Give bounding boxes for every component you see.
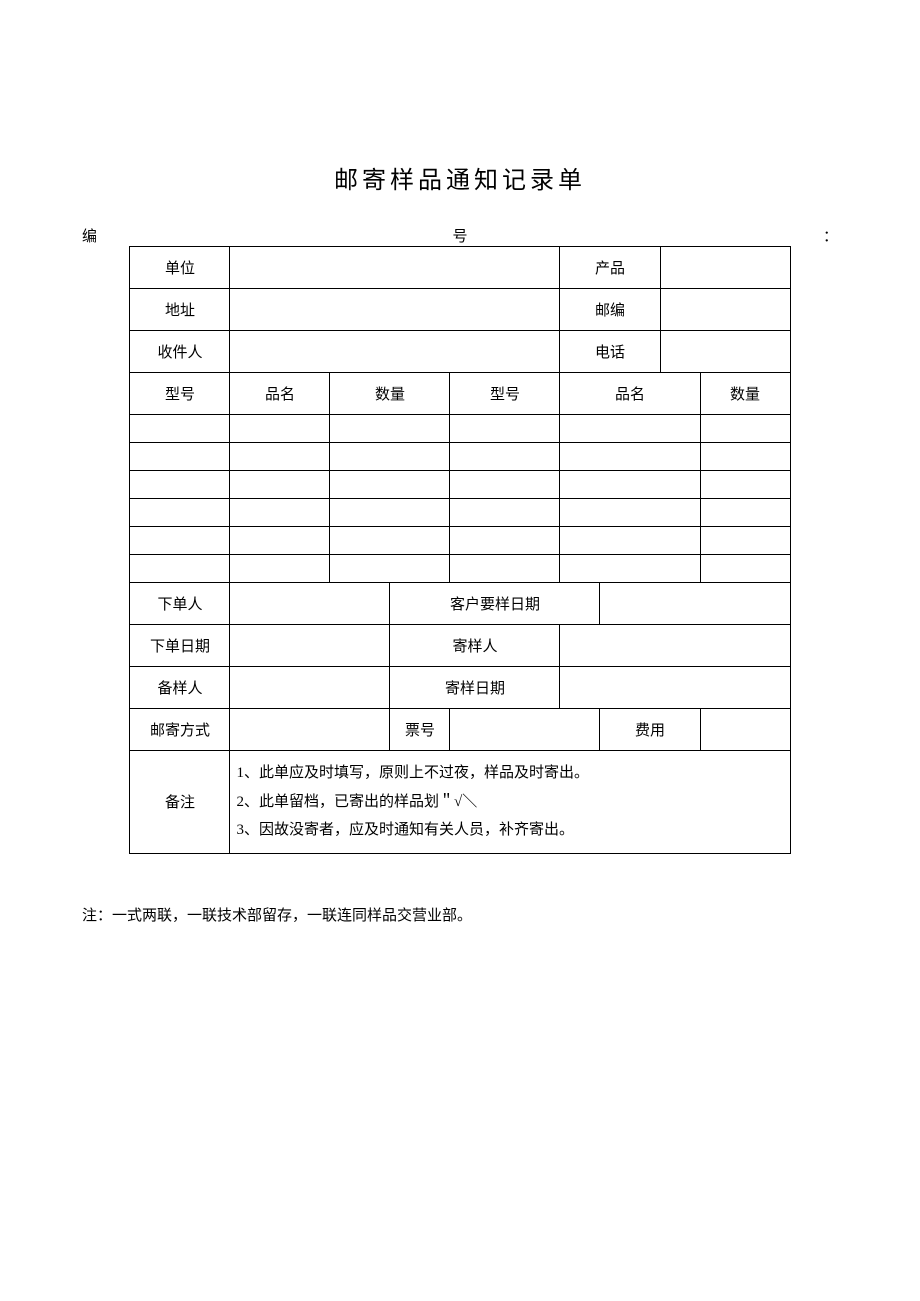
cell[interactable] (330, 415, 450, 443)
row-unit: 单位 产品 (130, 247, 790, 289)
footer-note: 注：一式两联，一联技术部留存，一联连同样品交营业部。 (80, 904, 840, 925)
cell[interactable] (560, 555, 700, 583)
row-preparer: 备样人 寄样日期 (130, 667, 790, 709)
cell[interactable] (450, 555, 560, 583)
field-sender[interactable] (560, 625, 790, 667)
cell[interactable] (700, 471, 790, 499)
cell[interactable] (230, 499, 330, 527)
note-line-1: 1、此单应及时填写，原则上不过夜，样品及时寄出。 (236, 759, 783, 788)
field-customer-sample-date[interactable] (600, 583, 790, 625)
cell[interactable] (450, 499, 560, 527)
label-fee: 费用 (600, 709, 700, 751)
label-sender: 寄样人 (390, 625, 560, 667)
serial-mid: 号 (452, 225, 467, 246)
item-row-5 (130, 527, 790, 555)
cell[interactable] (700, 555, 790, 583)
cell[interactable] (230, 443, 330, 471)
serial-right: ： (823, 225, 838, 246)
label-customer-sample-date: 客户要样日期 (390, 583, 600, 625)
cell[interactable] (560, 443, 700, 471)
cell[interactable] (700, 443, 790, 471)
label-recipient: 收件人 (130, 331, 230, 373)
label-address: 地址 (130, 289, 230, 331)
cell[interactable] (450, 471, 560, 499)
label-product: 产品 (560, 247, 660, 289)
cell[interactable] (450, 527, 560, 555)
cell[interactable] (130, 471, 230, 499)
cell[interactable] (560, 471, 700, 499)
row-recipient: 收件人 电话 (130, 331, 790, 373)
row-item-header: 型号 品名 数量 型号 品名 数量 (130, 373, 790, 415)
row-mail-method: 邮寄方式 票号 费用 (130, 709, 790, 751)
label-qty1: 数量 (330, 373, 450, 415)
item-row-6 (130, 555, 790, 583)
cell[interactable] (230, 527, 330, 555)
label-qty2: 数量 (700, 373, 790, 415)
label-name2: 品名 (560, 373, 700, 415)
page-title: 邮寄样品通知记录单 (80, 160, 840, 195)
cell[interactable] (450, 443, 560, 471)
field-recipient[interactable] (230, 331, 560, 373)
cell[interactable] (330, 471, 450, 499)
field-phone[interactable] (660, 331, 790, 373)
field-postcode[interactable] (660, 289, 790, 331)
label-unit: 单位 (130, 247, 230, 289)
label-mail-method: 邮寄方式 (130, 709, 230, 751)
field-send-date[interactable] (560, 667, 790, 709)
field-mail-method[interactable] (230, 709, 390, 751)
field-preparer[interactable] (230, 667, 390, 709)
cell[interactable] (330, 443, 450, 471)
cell[interactable] (700, 499, 790, 527)
label-order-date: 下单日期 (130, 625, 230, 667)
cell[interactable] (130, 415, 230, 443)
item-row-2 (130, 443, 790, 471)
cell[interactable] (700, 415, 790, 443)
label-postcode: 邮编 (560, 289, 660, 331)
cell[interactable] (130, 555, 230, 583)
cell[interactable] (560, 415, 700, 443)
row-notes: 备注 1、此单应及时填写，原则上不过夜，样品及时寄出。 2、此单留档，已寄出的样… (130, 751, 790, 854)
field-order-person[interactable] (230, 583, 390, 625)
record-table: 单位 产品 地址 邮编 收件人 电话 型号 品名 数量 型号 品名 数量 (129, 246, 790, 854)
cell[interactable] (330, 555, 450, 583)
field-ticket-no[interactable] (450, 709, 600, 751)
field-product[interactable] (660, 247, 790, 289)
serial-number-line: 编 号 ： (80, 225, 840, 246)
cell[interactable] (130, 499, 230, 527)
item-row-1 (130, 415, 790, 443)
row-order-date: 下单日期 寄样人 (130, 625, 790, 667)
label-notes: 备注 (130, 751, 230, 854)
label-order-person: 下单人 (130, 583, 230, 625)
note-line-3: 3、因故没寄者，应及时通知有关人员，补齐寄出。 (236, 816, 783, 845)
cell[interactable] (230, 555, 330, 583)
cell[interactable] (700, 527, 790, 555)
cell[interactable] (230, 471, 330, 499)
label-ticket-no: 票号 (390, 709, 450, 751)
field-order-date[interactable] (230, 625, 390, 667)
label-phone: 电话 (560, 331, 660, 373)
serial-left: 编 (82, 225, 97, 246)
field-notes: 1、此单应及时填写，原则上不过夜，样品及时寄出。 2、此单留档，已寄出的样品划＂… (230, 751, 790, 854)
cell[interactable] (560, 499, 700, 527)
cell[interactable] (230, 415, 330, 443)
cell[interactable] (330, 527, 450, 555)
cell[interactable] (560, 527, 700, 555)
item-row-3 (130, 471, 790, 499)
row-order-person: 下单人 客户要样日期 (130, 583, 790, 625)
label-send-date: 寄样日期 (390, 667, 560, 709)
label-model1: 型号 (130, 373, 230, 415)
row-address: 地址 邮编 (130, 289, 790, 331)
label-name1: 品名 (230, 373, 330, 415)
field-address[interactable] (230, 289, 560, 331)
field-fee[interactable] (700, 709, 790, 751)
field-unit[interactable] (230, 247, 560, 289)
cell[interactable] (330, 499, 450, 527)
cell[interactable] (450, 415, 560, 443)
cell[interactable] (130, 443, 230, 471)
cell[interactable] (130, 527, 230, 555)
item-row-4 (130, 499, 790, 527)
note-line-2: 2、此单留档，已寄出的样品划＂√＼ (236, 788, 783, 817)
label-preparer: 备样人 (130, 667, 230, 709)
label-model2: 型号 (450, 373, 560, 415)
